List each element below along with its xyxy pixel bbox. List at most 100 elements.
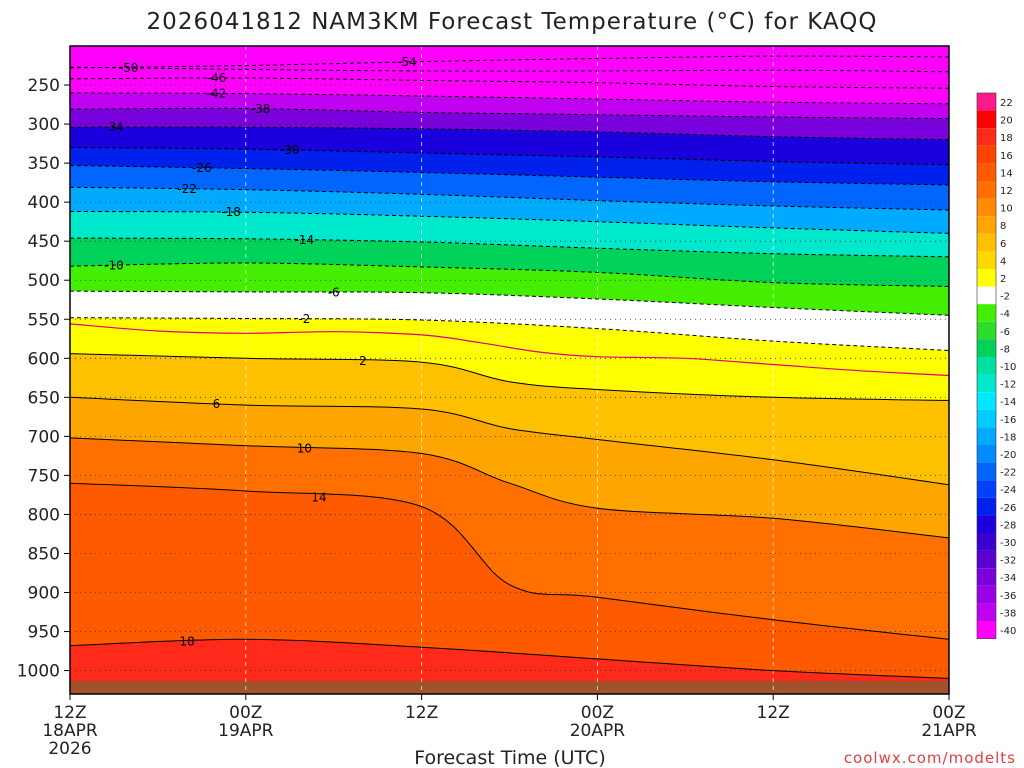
isotherm-label: -46 bbox=[207, 71, 227, 85]
isotherm-18 bbox=[70, 638, 949, 679]
ground-layer bbox=[70, 681, 949, 694]
freezing-level-line bbox=[70, 323, 949, 377]
y-tick-label: 600 bbox=[28, 349, 60, 369]
colorbar-label: 8 bbox=[1000, 221, 1006, 232]
colorbar-border bbox=[976, 92, 997, 639]
colorbar-label: -32 bbox=[1000, 556, 1016, 567]
x-tick-label: 21APR bbox=[921, 721, 977, 741]
y-tick-label: 350 bbox=[28, 154, 60, 174]
isotherm-label: -42 bbox=[207, 86, 227, 100]
isotherm-14 bbox=[70, 482, 949, 640]
colorbar-label: 12 bbox=[1000, 186, 1013, 197]
isotherm-label: -2 bbox=[298, 312, 310, 326]
colorbar-label: -26 bbox=[1000, 503, 1016, 514]
isotherm-label: -22 bbox=[177, 182, 197, 196]
colorbar-label: -36 bbox=[1000, 591, 1016, 602]
colorbar-swatch bbox=[977, 427, 996, 445]
colorbar-label: 4 bbox=[1000, 256, 1006, 267]
chart-title: 2026041812 NAM3KM Forecast Temperature (… bbox=[147, 9, 878, 35]
colorbar-label: 14 bbox=[1000, 168, 1013, 179]
colorbar-label: 10 bbox=[1000, 204, 1013, 215]
isotherm-label: -26 bbox=[192, 161, 212, 175]
colorbar-label: -16 bbox=[1000, 415, 1016, 426]
y-tick-label: 550 bbox=[28, 310, 60, 330]
x-tick-label: 18APR bbox=[42, 721, 98, 741]
colorbar-label: -24 bbox=[1000, 485, 1016, 496]
colorbar-swatch bbox=[977, 515, 996, 533]
x-tick-label: 12Z bbox=[757, 703, 790, 723]
colorbar-legend: 22 20 18 16 14 12 10 8 6 4 2 -2 -4 -6 -8 -10 -12 -14 -16 -1… bbox=[976, 92, 1016, 639]
y-axis: 250 300 350 400 450 500 550 600 650 700 750 800 850 9… bbox=[17, 76, 70, 682]
y-tick-label: 800 bbox=[28, 505, 60, 525]
isotherm-label: 14 bbox=[311, 491, 326, 505]
colorbar-label: 16 bbox=[1000, 151, 1013, 162]
band-below-18 bbox=[70, 639, 949, 694]
isotherm-label: -30 bbox=[280, 143, 300, 157]
isotherm-label: -50 bbox=[119, 61, 139, 75]
isotherm-label: -54 bbox=[397, 55, 417, 69]
grid-lines bbox=[70, 46, 949, 694]
colorbar-swatch bbox=[977, 621, 996, 639]
colorbar-swatch bbox=[977, 233, 996, 252]
colorbar-label: -18 bbox=[1000, 432, 1016, 443]
y-tick-label: 950 bbox=[28, 623, 60, 643]
isotherm-label: -38 bbox=[251, 102, 271, 116]
colorbar-swatch bbox=[977, 533, 996, 551]
y-tick-label: 900 bbox=[28, 584, 60, 604]
colorbar-swatch bbox=[977, 480, 996, 498]
colorbar-label: 20 bbox=[1000, 116, 1013, 127]
y-tick-label: 300 bbox=[28, 115, 60, 135]
colorbar-swatch bbox=[977, 93, 996, 111]
colorbar-swatch bbox=[977, 321, 996, 340]
colorbar-swatch bbox=[977, 304, 996, 322]
colorbar-swatch bbox=[977, 286, 996, 305]
y-tick-label: 250 bbox=[28, 76, 60, 96]
colorbar-swatch bbox=[977, 445, 996, 463]
isotherm-label: 18 bbox=[180, 634, 195, 648]
colorbar-swatch bbox=[977, 497, 996, 516]
y-tick-label: 650 bbox=[28, 388, 60, 408]
colorbar-swatch bbox=[977, 568, 996, 586]
isotherm-contours: -54-50-46-42-38-34-30-26-22-18-14-10-6-2… bbox=[70, 55, 949, 679]
isotherm-6 bbox=[70, 396, 949, 486]
colorbar-label: -10 bbox=[1000, 362, 1016, 373]
isotherm-label: -10 bbox=[104, 258, 124, 272]
isotherm-label: 6 bbox=[213, 397, 221, 411]
colorbar-swatch bbox=[977, 181, 996, 199]
credit-link[interactable]: coolwx.com/modelts bbox=[844, 749, 1016, 767]
isotherm-label: 10 bbox=[297, 441, 312, 455]
colorbar-label: -30 bbox=[1000, 538, 1016, 549]
plot-frame bbox=[69, 45, 950, 695]
x-tick-label: 00Z bbox=[581, 703, 614, 723]
band-above--54 bbox=[70, 46, 949, 68]
colorbar-label: -28 bbox=[1000, 520, 1016, 531]
colorbar-label: -20 bbox=[1000, 450, 1016, 461]
y-tick-label: 1000 bbox=[17, 662, 60, 682]
colorbar-swatch bbox=[977, 550, 996, 569]
isotherm-label: 2 bbox=[359, 354, 367, 368]
colorbar-label: -22 bbox=[1000, 468, 1016, 479]
colorbar-label: -6 bbox=[1000, 327, 1010, 338]
colorbar-swatch bbox=[977, 251, 996, 269]
colorbar-swatch bbox=[977, 339, 996, 357]
colorbar-swatch bbox=[977, 198, 996, 217]
colorbar-label: -4 bbox=[1000, 309, 1010, 320]
colorbar-label: -34 bbox=[1000, 573, 1016, 584]
colorbar-swatch bbox=[977, 128, 996, 146]
x-tick-label: 19APR bbox=[218, 721, 274, 741]
x-tick-label: 2026 bbox=[48, 739, 91, 759]
colorbar-label: 22 bbox=[1000, 98, 1013, 109]
colorbar-label: 2 bbox=[1000, 274, 1006, 285]
isotherm-label: -18 bbox=[221, 205, 241, 219]
colorbar-label: -2 bbox=[1000, 292, 1010, 303]
colorbar-swatch bbox=[977, 392, 996, 410]
colorbar-label: 18 bbox=[1000, 133, 1013, 144]
plot-area: -54-50-46-42-38-34-30-26-22-18-14-10-6-2… bbox=[70, 46, 949, 694]
colorbar-swatch bbox=[977, 603, 996, 621]
x-tick-label: 00Z bbox=[932, 703, 965, 723]
x-tick-label: 12Z bbox=[405, 703, 438, 723]
colorbar-swatch bbox=[977, 269, 996, 287]
colorbar-label: -40 bbox=[1000, 626, 1016, 637]
isotherm-10 bbox=[70, 437, 949, 539]
